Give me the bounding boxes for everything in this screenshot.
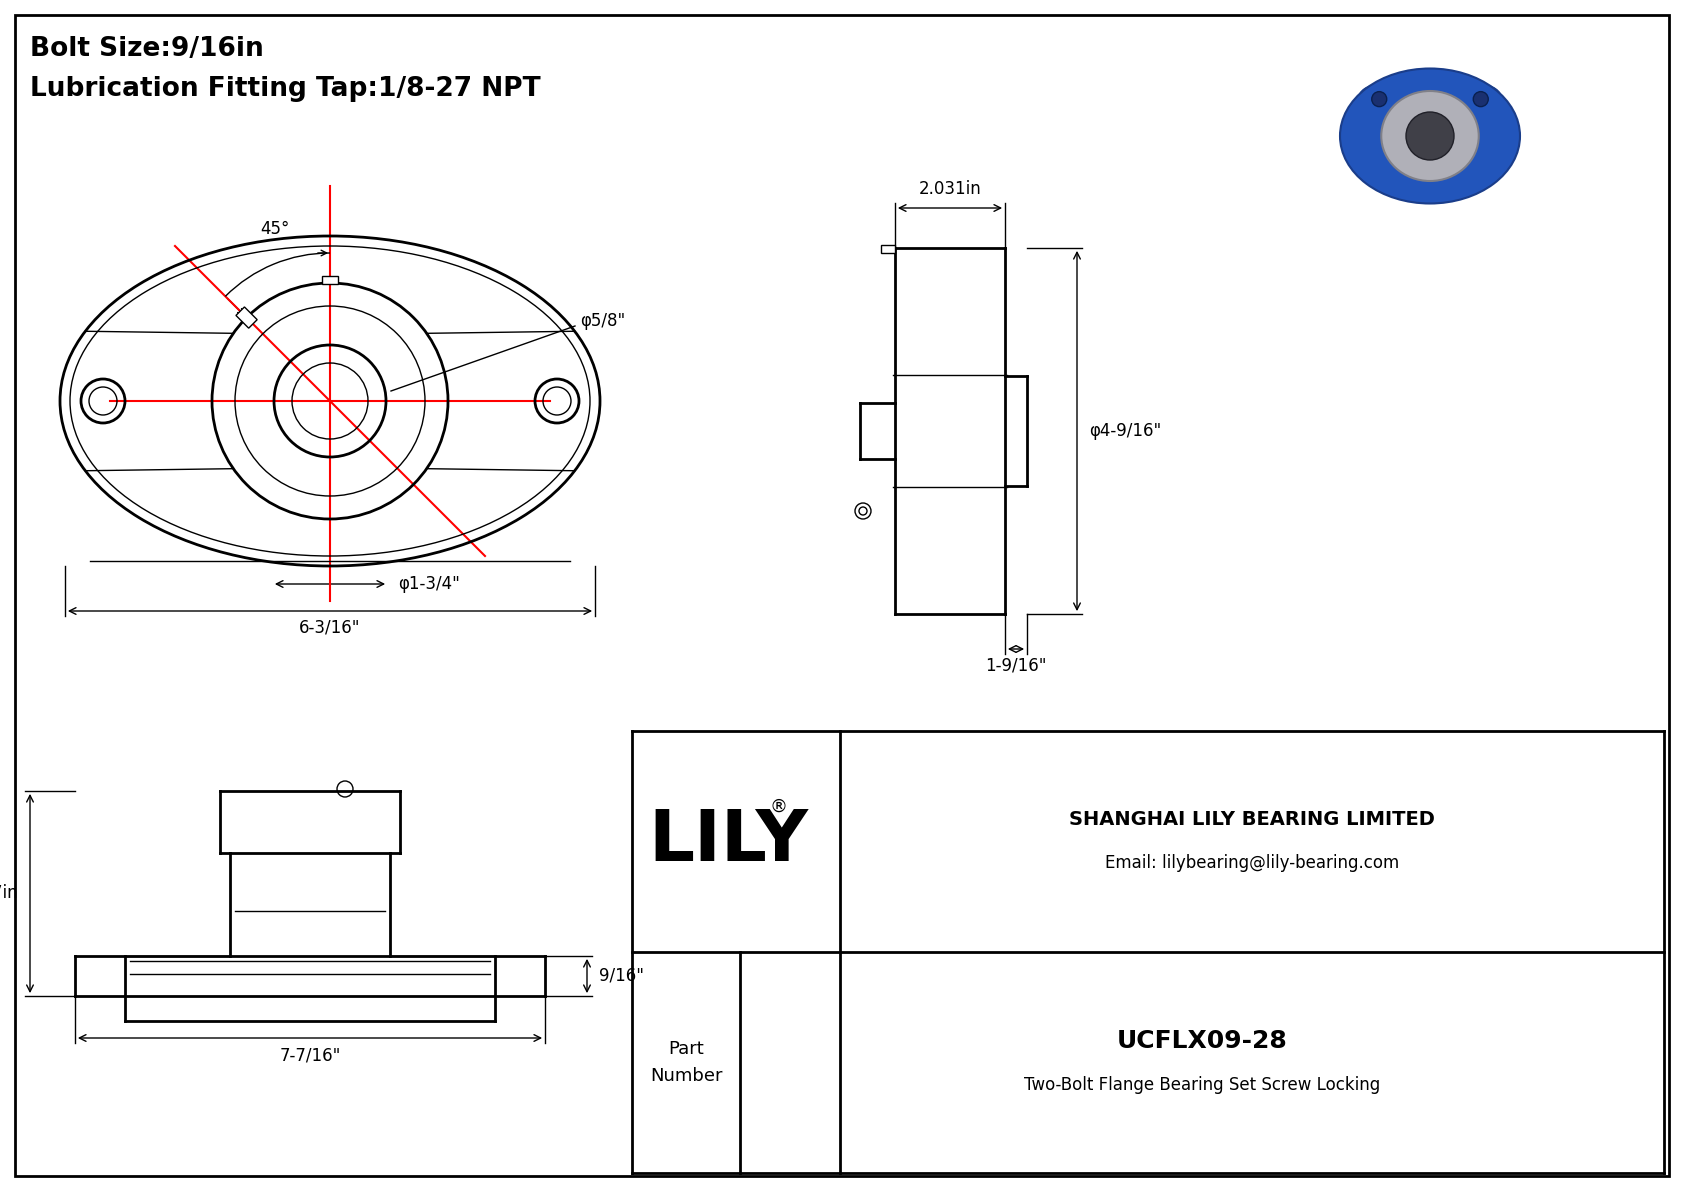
Polygon shape [236, 307, 258, 329]
Ellipse shape [1381, 91, 1479, 181]
Text: φ5/8": φ5/8" [579, 312, 625, 330]
Circle shape [1474, 92, 1489, 107]
Text: 2.157in: 2.157in [0, 885, 19, 903]
Ellipse shape [1340, 69, 1521, 204]
Text: 6-3/16": 6-3/16" [300, 619, 360, 637]
Ellipse shape [1359, 85, 1399, 113]
Circle shape [1372, 92, 1386, 107]
Text: φ1-3/4": φ1-3/4" [397, 575, 460, 593]
Text: 7-7/16": 7-7/16" [280, 1046, 340, 1064]
Text: φ4-9/16": φ4-9/16" [1090, 422, 1162, 439]
Text: Part
Number: Part Number [650, 1040, 722, 1085]
Text: 2.031in: 2.031in [919, 180, 982, 198]
Text: SHANGHAI LILY BEARING LIMITED: SHANGHAI LILY BEARING LIMITED [1069, 810, 1435, 829]
Text: Lubrication Fitting Tap:1/8-27 NPT: Lubrication Fitting Tap:1/8-27 NPT [30, 76, 541, 102]
Bar [881, 245, 894, 252]
Text: Two-Bolt Flange Bearing Set Screw Locking: Two-Bolt Flange Bearing Set Screw Lockin… [1024, 1075, 1381, 1093]
Text: ®: ® [770, 798, 788, 816]
Text: Bolt Size:9/16in: Bolt Size:9/16in [30, 36, 264, 62]
Text: 1-9/16": 1-9/16" [985, 657, 1047, 675]
Ellipse shape [1460, 85, 1502, 113]
Text: 45°: 45° [261, 220, 290, 238]
Text: UCFLX09-28: UCFLX09-28 [1116, 1029, 1287, 1053]
Text: Email: lilybearing@lily-bearing.com: Email: lilybearing@lily-bearing.com [1105, 854, 1399, 873]
Circle shape [1406, 112, 1453, 160]
Text: LILY: LILY [648, 807, 808, 877]
Bar [322, 276, 338, 283]
Text: 9/16": 9/16" [600, 967, 643, 985]
